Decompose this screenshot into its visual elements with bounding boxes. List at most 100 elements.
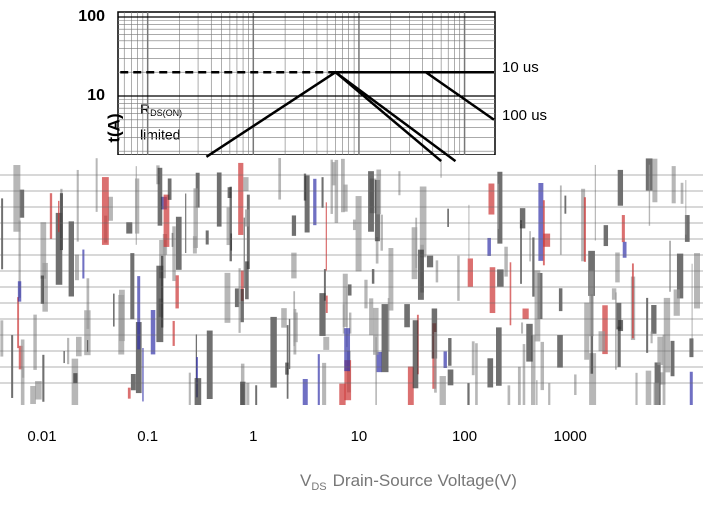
- noise-stripe: [228, 187, 232, 198]
- noise-stripe: [17, 297, 19, 348]
- noise-stripe: [322, 177, 324, 208]
- noise-stripe: [217, 172, 222, 226]
- noise-stripe: [472, 341, 475, 375]
- noise-stripe: [672, 166, 676, 203]
- noise-stripe: [60, 193, 63, 250]
- noise-stripe: [412, 227, 418, 279]
- series-label: 10 us: [502, 59, 539, 76]
- noise-stripe: [168, 178, 172, 199]
- chart: t(A) RDS(ON) limited VDSDrain-Source Vol…: [0, 0, 703, 502]
- noise-stripe: [440, 376, 446, 405]
- noise-stripe: [40, 222, 46, 278]
- noise-stripe: [448, 338, 451, 366]
- noise-stripe: [564, 196, 566, 214]
- noise-stripe: [488, 184, 494, 215]
- noise-stripe: [468, 205, 469, 258]
- noise-stripe: [369, 298, 373, 335]
- noise-stripe: [58, 201, 59, 232]
- noise-stripe: [447, 209, 449, 227]
- noise-stripe: [498, 184, 499, 229]
- noise-stripe: [646, 371, 652, 405]
- noise-stripe: [418, 250, 424, 300]
- noise-stripe: [376, 237, 379, 263]
- noise-stripe: [118, 295, 124, 355]
- noise-stripe: [33, 315, 36, 370]
- noise-stripe: [21, 339, 25, 405]
- noise-stripe: [497, 269, 504, 286]
- x-tick-label: 100: [452, 428, 477, 445]
- noise-stripe: [42, 355, 44, 402]
- noise-stripe: [305, 176, 310, 233]
- noise-stripe: [651, 305, 656, 334]
- x-tick-label: 0.1: [137, 428, 158, 445]
- noise-stripe: [225, 273, 231, 323]
- noise-stripe: [457, 256, 459, 301]
- noise-stripe: [535, 270, 541, 341]
- noise-stripe: [285, 363, 289, 375]
- noise-stripe: [75, 254, 79, 280]
- noise-stripe: [622, 215, 625, 242]
- x-label-text: Drain-Source Voltage(V): [333, 471, 517, 490]
- noise-stripe: [156, 266, 163, 342]
- noise-stripe: [538, 183, 543, 261]
- noise-stripe: [490, 267, 496, 313]
- noise-stripe: [175, 275, 178, 308]
- noise-stripe: [689, 338, 693, 357]
- noise-stripe: [239, 268, 241, 333]
- noise-stripe: [348, 284, 352, 295]
- noise-stripe: [126, 222, 132, 233]
- noise-stripe: [523, 309, 529, 320]
- noise-stripe: [589, 271, 594, 337]
- x-tick-label: 10: [351, 428, 368, 445]
- x-tick-label: 0.01: [27, 428, 56, 445]
- noise-stripe: [649, 165, 650, 226]
- noise-stripe: [467, 383, 469, 405]
- noise-stripe: [102, 177, 109, 245]
- noise-stripe: [654, 383, 659, 405]
- noise-stripe: [30, 386, 36, 404]
- noise-stripe: [245, 261, 249, 299]
- noise-stripe: [413, 320, 419, 388]
- noise-stripe: [176, 217, 182, 270]
- noise-stripe: [615, 252, 620, 282]
- noise-stripe: [674, 289, 680, 315]
- noise-stripe: [635, 373, 637, 405]
- noise-stripe: [131, 374, 136, 390]
- noise-stripe: [270, 317, 276, 388]
- noise-stripe: [652, 159, 657, 203]
- noise-stripe: [518, 367, 521, 405]
- noise-stripe: [671, 341, 675, 376]
- noise-stripe: [291, 253, 296, 279]
- noise-stripe: [240, 382, 245, 405]
- noise-stripe: [475, 343, 478, 405]
- noise-stripe: [436, 260, 439, 282]
- noise-stripe: [504, 247, 507, 277]
- noise-stripe: [332, 162, 336, 185]
- noise-stripe: [632, 263, 634, 338]
- noise-stripe: [496, 327, 502, 385]
- noise-stripe: [206, 230, 209, 244]
- noise-stripe: [434, 332, 437, 393]
- noise-stripe: [646, 298, 648, 353]
- noise-stripe: [521, 322, 523, 333]
- noise-stripe: [293, 309, 296, 355]
- noise-stripe: [41, 276, 44, 304]
- noise-stripe: [508, 385, 511, 405]
- noise-stripe: [560, 185, 562, 254]
- noise-stripe: [353, 220, 356, 230]
- noise-stripe: [548, 383, 550, 405]
- noise-stripe: [427, 256, 433, 268]
- series-label: 100 us: [502, 107, 547, 124]
- noise-stripe: [326, 202, 327, 270]
- noise-stripe: [344, 328, 350, 371]
- noise-stripe: [135, 178, 139, 233]
- noise-stripe: [618, 327, 621, 367]
- noise-stripe: [11, 335, 13, 398]
- noise-stripe: [243, 177, 248, 191]
- x-tick-label: 1: [249, 428, 257, 445]
- noise-stripe: [536, 380, 538, 405]
- noise-stripe: [113, 294, 115, 327]
- noise-stripe: [35, 381, 42, 399]
- noise-stripe: [543, 200, 545, 265]
- y-axis-label: t(A): [104, 113, 123, 142]
